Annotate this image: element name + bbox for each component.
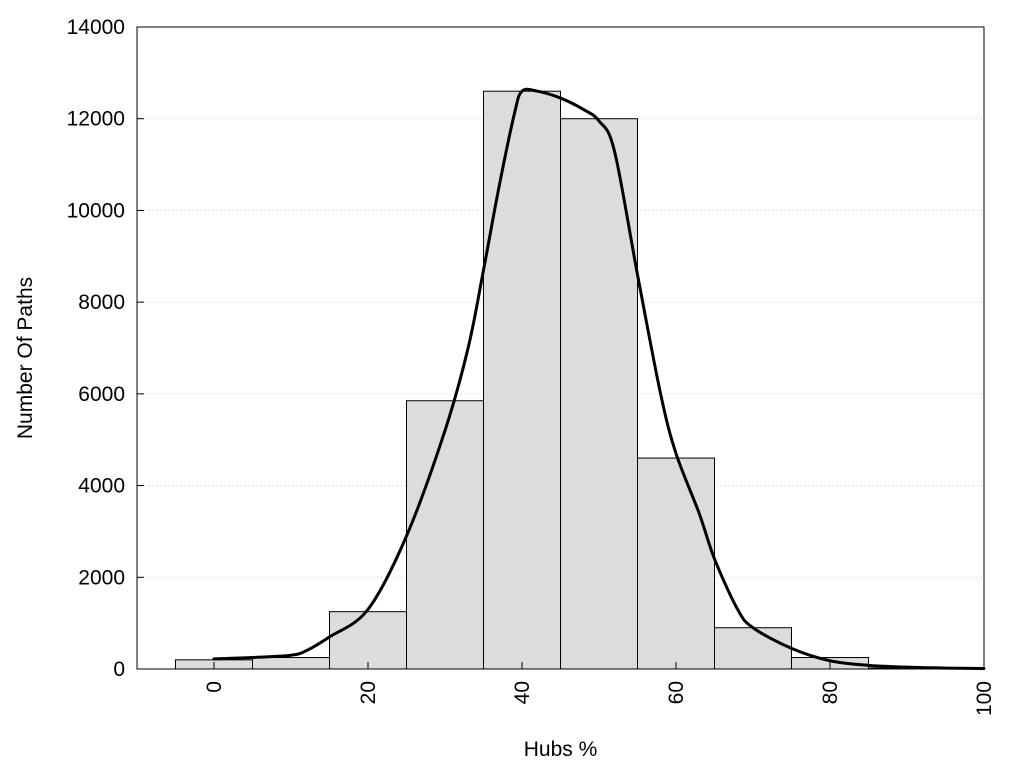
y-axis-label: Number Of Paths: [14, 277, 37, 439]
histogram-bar: [560, 118, 638, 670]
y-tick-label: 2000: [78, 566, 125, 589]
x-tick-label: 0: [203, 681, 226, 693]
histogram-bar: [714, 627, 792, 670]
histogram-bar: [637, 457, 715, 670]
x-tick-label: 20: [357, 681, 380, 704]
density-curve: [212, 87, 986, 671]
y-tick-label: 4000: [78, 475, 125, 498]
histogram-bar: [329, 611, 407, 670]
histogram-bar: [252, 657, 330, 670]
x-tick-label: 40: [511, 681, 534, 704]
y-tick-label: 10000: [67, 199, 125, 222]
plot-frame: [136, 26, 985, 670]
histogram-bar: [483, 90, 561, 670]
y-tick-label: 14000: [67, 16, 125, 39]
x-tick-label: 100: [973, 681, 996, 716]
x-tick-label: 80: [819, 681, 842, 704]
y-tick-label: 8000: [78, 291, 125, 314]
y-tick-label: 0: [113, 658, 125, 681]
axis-ticks: 0 2000 4000 6000 8000 10000 12000 14000 0 20 40 60 8…: [67, 16, 996, 716]
histogram-bars: [175, 90, 946, 670]
density-curve-layer: [212, 87, 986, 671]
y-tick-label: 12000: [67, 108, 125, 131]
y-tick-label: 6000: [78, 383, 125, 406]
histogram-bar: [406, 400, 484, 670]
x-tick-label: 60: [665, 681, 688, 704]
x-axis-label: Hubs %: [524, 738, 598, 761]
